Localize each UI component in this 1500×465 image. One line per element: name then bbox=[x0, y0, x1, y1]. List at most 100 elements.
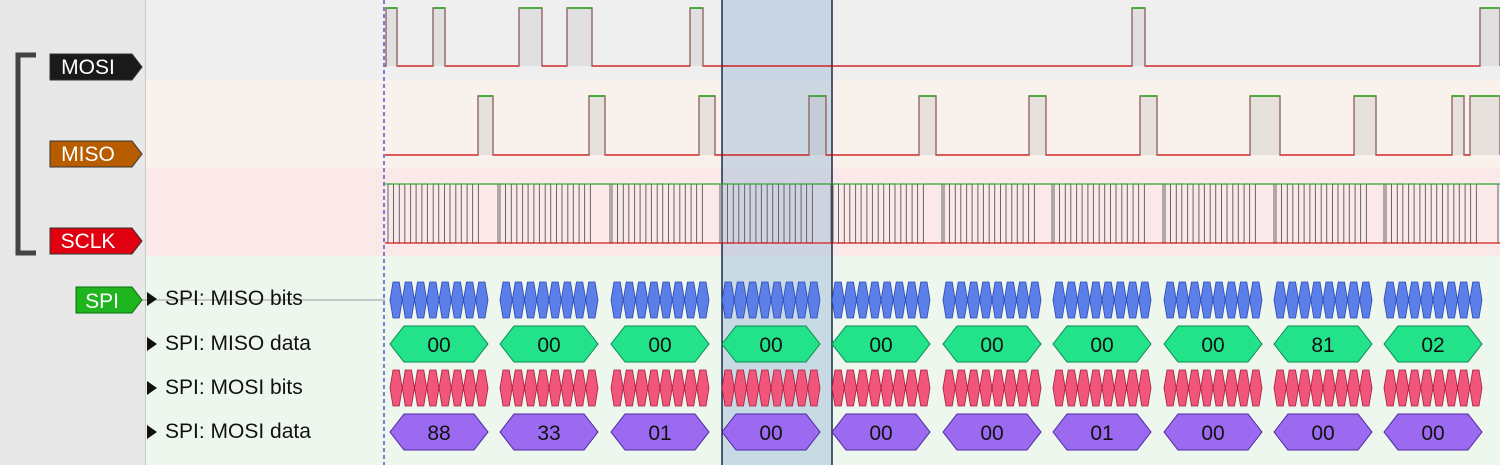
miso-data-frame[interactable] bbox=[610, 325, 710, 363]
miso-bits-bit[interactable] bbox=[1016, 281, 1030, 319]
miso-bits-bit[interactable] bbox=[1310, 281, 1324, 319]
mosi-bits-bit[interactable] bbox=[782, 369, 796, 407]
miso-bits-bit[interactable] bbox=[1285, 281, 1299, 319]
miso-bits-bit[interactable] bbox=[1113, 281, 1127, 319]
miso-bits-bit[interactable] bbox=[671, 281, 685, 319]
miso-bits-bit[interactable] bbox=[770, 281, 784, 319]
mosi-bits-bit[interactable] bbox=[1237, 369, 1251, 407]
miso-bits-bit[interactable] bbox=[758, 281, 772, 319]
miso-bits-bit[interactable] bbox=[979, 281, 993, 319]
mosi-bits-bit[interactable] bbox=[1175, 369, 1189, 407]
mosi-bits-bit[interactable] bbox=[880, 369, 894, 407]
mosi-bits-bit[interactable] bbox=[585, 369, 599, 407]
mosi-bits-bit[interactable] bbox=[696, 369, 710, 407]
mosi-bits-bit[interactable] bbox=[1138, 369, 1152, 407]
miso-bits-bit[interactable] bbox=[831, 281, 845, 319]
mosi-bits-bit[interactable] bbox=[1200, 369, 1214, 407]
miso-bits-bit[interactable] bbox=[389, 281, 403, 319]
miso-bits-bit[interactable] bbox=[463, 281, 477, 319]
miso-bits-bit[interactable] bbox=[954, 281, 968, 319]
miso-bits-bit[interactable] bbox=[856, 281, 870, 319]
miso-bits-bit[interactable] bbox=[450, 281, 464, 319]
miso-bits-bit[interactable] bbox=[622, 281, 636, 319]
row-label-mosi-data[interactable]: SPI: MOSI data bbox=[145, 420, 385, 444]
row-label-miso-bits[interactable]: SPI: MISO bits bbox=[145, 287, 385, 311]
miso-bits-bit[interactable] bbox=[585, 281, 599, 319]
mosi-bits-bit[interactable] bbox=[1126, 369, 1140, 407]
mosi-bits-bit[interactable] bbox=[463, 369, 477, 407]
row-label-miso-data[interactable]: SPI: MISO data bbox=[145, 332, 385, 356]
mosi-data-frame[interactable] bbox=[499, 413, 599, 451]
miso-bits-bit[interactable] bbox=[1298, 281, 1312, 319]
miso-bits-bit[interactable] bbox=[499, 281, 513, 319]
miso-bits-bit[interactable] bbox=[511, 281, 525, 319]
miso-bits-bit[interactable] bbox=[1249, 281, 1263, 319]
miso-bits-bit[interactable] bbox=[1224, 281, 1238, 319]
mosi-bits-bit[interactable] bbox=[647, 369, 661, 407]
mosi-data-frame[interactable] bbox=[721, 413, 821, 451]
miso-bits-bit[interactable] bbox=[548, 281, 562, 319]
mosi-bits-bit[interactable] bbox=[1077, 369, 1091, 407]
miso-bits-bit[interactable] bbox=[536, 281, 550, 319]
miso-bits-bit[interactable] bbox=[1163, 281, 1177, 319]
mosi-bits-bit[interactable] bbox=[450, 369, 464, 407]
miso-bits-bit[interactable] bbox=[782, 281, 796, 319]
miso-bits-bit[interactable] bbox=[795, 281, 809, 319]
mosi-data-frame[interactable] bbox=[1163, 413, 1263, 451]
mosi-bits-bit[interactable] bbox=[560, 369, 574, 407]
miso-bits-bit[interactable] bbox=[1395, 281, 1409, 319]
channel-tag-mosi[interactable] bbox=[49, 53, 143, 81]
mosi-bits-bit[interactable] bbox=[1408, 369, 1422, 407]
mosi-data-frame[interactable] bbox=[1273, 413, 1373, 451]
mosi-bits-bit[interactable] bbox=[1101, 369, 1115, 407]
miso-bits-bit[interactable] bbox=[1126, 281, 1140, 319]
miso-bits-bit[interactable] bbox=[1420, 281, 1434, 319]
miso-bits-bit[interactable] bbox=[1175, 281, 1189, 319]
miso-bits-bit[interactable] bbox=[1322, 281, 1336, 319]
mosi-bits-bit[interactable] bbox=[684, 369, 698, 407]
miso-bits-bit[interactable] bbox=[1188, 281, 1202, 319]
mosi-bits-bit[interactable] bbox=[426, 369, 440, 407]
miso-bits-bit[interactable] bbox=[1052, 281, 1066, 319]
mosi-bits-bit[interactable] bbox=[905, 369, 919, 407]
miso-bits-bit[interactable] bbox=[1432, 281, 1446, 319]
miso-bits-bit[interactable] bbox=[573, 281, 587, 319]
miso-data-frame[interactable] bbox=[499, 325, 599, 363]
expand-triangle-icon[interactable] bbox=[147, 292, 157, 306]
miso-data-frame[interactable] bbox=[1383, 325, 1483, 363]
channel-tag-sclk[interactable] bbox=[49, 227, 143, 255]
mosi-bits-bit[interactable] bbox=[1016, 369, 1030, 407]
mosi-bits-bit[interactable] bbox=[635, 369, 649, 407]
mosi-bits-bit[interactable] bbox=[573, 369, 587, 407]
mosi-bits-bit[interactable] bbox=[991, 369, 1005, 407]
mosi-bits-bit[interactable] bbox=[1457, 369, 1471, 407]
expand-triangle-icon[interactable] bbox=[147, 337, 157, 351]
miso-bits-bit[interactable] bbox=[438, 281, 452, 319]
mosi-bits-bit[interactable] bbox=[1028, 369, 1042, 407]
mosi-bits-bit[interactable] bbox=[1359, 369, 1373, 407]
miso-bits-bit[interactable] bbox=[991, 281, 1005, 319]
miso-bits-bit[interactable] bbox=[917, 281, 931, 319]
mosi-bits-bit[interactable] bbox=[770, 369, 784, 407]
mosi-bits-bit[interactable] bbox=[1298, 369, 1312, 407]
channel-tag-miso[interactable] bbox=[49, 140, 143, 168]
mosi-bits-bit[interactable] bbox=[1089, 369, 1103, 407]
mosi-bits-bit[interactable] bbox=[1064, 369, 1078, 407]
miso-data-frame[interactable] bbox=[1273, 325, 1373, 363]
miso-bits-bit[interactable] bbox=[880, 281, 894, 319]
expand-triangle-icon[interactable] bbox=[147, 425, 157, 439]
miso-bits-bit[interactable] bbox=[1101, 281, 1115, 319]
miso-bits-bit[interactable] bbox=[892, 281, 906, 319]
miso-bits-bit[interactable] bbox=[475, 281, 489, 319]
miso-bits-bit[interactable] bbox=[1359, 281, 1373, 319]
mosi-data-frame[interactable] bbox=[610, 413, 710, 451]
miso-bits-bit[interactable] bbox=[1383, 281, 1397, 319]
mosi-bits-bit[interactable] bbox=[475, 369, 489, 407]
miso-bits-bit[interactable] bbox=[1347, 281, 1361, 319]
miso-bits-bit[interactable] bbox=[942, 281, 956, 319]
mosi-bits-bit[interactable] bbox=[979, 369, 993, 407]
mosi-bits-bit[interactable] bbox=[414, 369, 428, 407]
miso-bits-bit[interactable] bbox=[684, 281, 698, 319]
miso-bits-bit[interactable] bbox=[524, 281, 538, 319]
